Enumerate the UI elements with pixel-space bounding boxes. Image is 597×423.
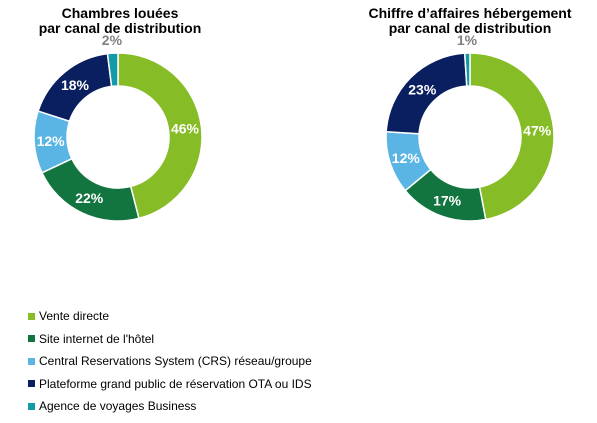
legend-item-site-internet: Site internet de l'hôtel (28, 328, 312, 351)
chart-title-rooms-line2: par canal de distribution (38, 20, 202, 36)
donut-chart-rooms: 46% 22% 12% 18% 2% (33, 32, 203, 222)
legend-swatch-agence (28, 402, 35, 410)
legend-label-vente-directe: Vente directe (39, 309, 110, 323)
legend-label-crs: Central Reservations System (CRS) réseau… (39, 354, 312, 368)
chart-legend: Vente directe Site internet de l'hôtel Cen… (28, 305, 312, 418)
legend-item-vente-directe: Vente directe (28, 305, 312, 328)
data-label-plateforme: 23% (408, 81, 437, 97)
legend-swatch-crs (28, 357, 35, 365)
legend-item-crs: Central Reservations System (CRS) réseau… (28, 350, 312, 373)
data-label-site-internet: 22% (75, 190, 104, 206)
slice-agence (106, 52, 119, 88)
chart-title-revenue: Chiffre d’affaires hébergement par canal… (350, 6, 590, 36)
data-label-plateforme: 18% (61, 77, 90, 93)
chart-title-rooms-line1: Chambres louées (61, 5, 179, 21)
legend-label-plateforme: Plateforme grand public de réservation O… (39, 376, 312, 391)
legend-swatch-site-internet (28, 335, 35, 343)
slice-agence (463, 52, 471, 87)
slice-vente-directe (117, 52, 203, 220)
data-label-site-internet: 17% (433, 193, 462, 209)
chart-title-rooms: Chambres louées par canal de distributio… (0, 6, 240, 36)
data-label-vente-directe: 46% (171, 121, 200, 137)
data-label-crs: 12% (37, 133, 66, 149)
data-label-agence: 1% (457, 32, 478, 48)
data-label-vente-directe: 47% (523, 123, 552, 139)
legend-label-agence: Agence de voyages Business (39, 399, 197, 413)
data-label-agence: 2% (102, 32, 123, 48)
chart-title-revenue-line1: Chiffre d’affaires hébergement (368, 5, 572, 21)
chart-title-revenue-line2: par canal de distribution (388, 20, 552, 36)
legend-swatch-plateforme (28, 380, 35, 388)
donut-charts: 46% 22% 12% 18% 2% 47% 17% 12% 23% 1% (33, 32, 555, 222)
donut-chart-revenue: 47% 17% 12% 23% 1% (385, 32, 555, 222)
data-label-crs: 12% (392, 150, 421, 166)
slice-vente-directe (469, 52, 555, 221)
legend-item-plateforme: Plateforme grand public de réservation O… (28, 373, 312, 396)
legend-item-agence: Agence de voyages Business (28, 395, 312, 418)
legend-swatch-vente-directe (28, 312, 35, 320)
legend-label-site-internet: Site internet de l'hôtel (39, 331, 155, 346)
